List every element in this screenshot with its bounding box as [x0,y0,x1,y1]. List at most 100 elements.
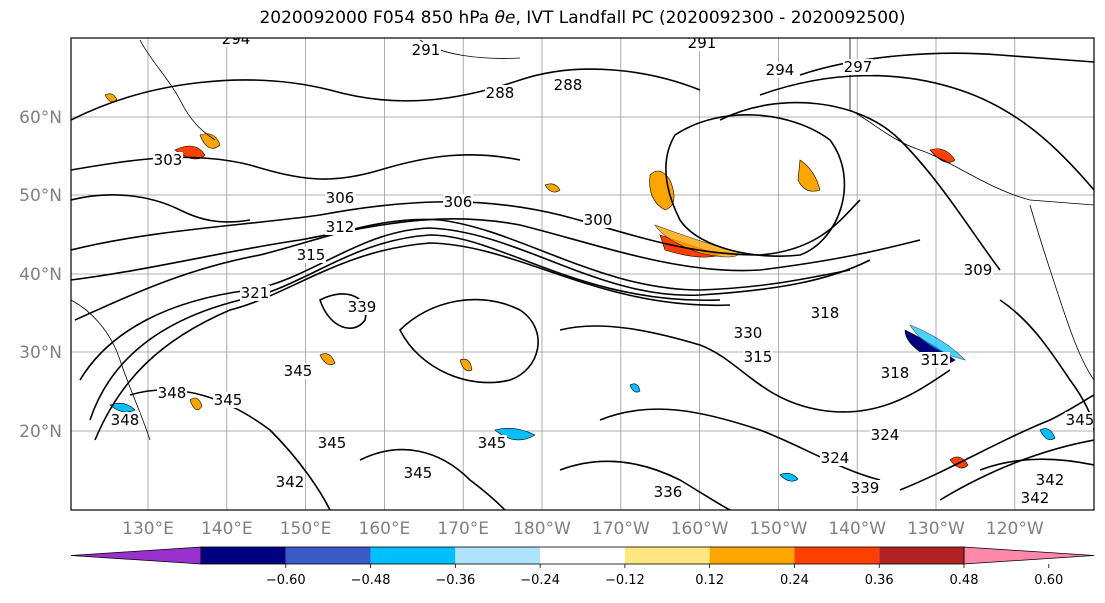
colorbar-segment [201,547,286,564]
contour-label-bg [963,262,993,278]
contour-label: 315 [297,246,326,264]
contour-label-bg [347,299,377,315]
contour-label-bg [443,194,473,210]
lat-label: 50°N [19,186,62,206]
contour-label: 324 [871,426,900,444]
colorbar-segment [794,547,880,564]
contour-label-bg [325,219,355,235]
lon-label: 160°W [671,519,729,539]
contour-label-bg [850,480,880,496]
contour-label-bg [553,77,583,93]
colorbar [70,546,1095,565]
contour-label-bg [153,152,183,168]
contour-label-bg [870,427,900,443]
contour-label-bg [1035,472,1065,488]
lat-label: 20°N [19,422,62,442]
lon-label: 170°E [437,519,489,539]
contour-label: 291 [688,34,717,52]
contour-label-bg [317,435,347,451]
contour-label: 300 [584,211,613,229]
contour-label-bg [843,59,873,75]
contour-label-bg [275,474,305,490]
contour-label-bg [411,42,441,58]
contour-label: 348 [111,411,140,429]
graticule [71,38,1094,510]
colorbar-segment [540,547,625,564]
colorbar-tick-label: 0.48 [950,573,979,588]
contour-label: 345 [478,434,507,452]
contour-label-bg [157,385,187,401]
contour-label: 297 [844,58,873,76]
colorbar-tick-label: 0.12 [695,573,724,588]
lon-label: 160°E [359,519,411,539]
contour-label-bg [653,484,683,500]
contour-label-bg [920,352,950,368]
contour-label-bg [687,38,717,51]
lon-label: 170°W [592,519,650,539]
contour-label: 306 [326,189,355,207]
theta-e-symbol: θe [494,8,516,28]
colorbar-frame [200,546,965,565]
lon-label: 130°E [122,519,174,539]
contour-label-bg [221,38,251,47]
lat-label: 40°N [19,265,62,285]
contour-label-bg [283,363,313,379]
longitude-labels: 130°E 140°E 150°E 160°E 170°E 180°W 170°W 160°W… [122,519,1044,539]
colorbar-tick-labels: −0.60 −0.48 −0.36 −0.24 −0.12 0.12 0.24 0.36 0.4… [266,564,1063,588]
contour-label: 345 [284,362,313,380]
contour-label: 342 [276,473,305,491]
contour-label: 288 [486,84,515,102]
contour-label: 348 [158,384,187,402]
colorbar-tick-label: −0.36 [435,573,475,588]
contour-label: 291 [412,41,441,59]
lon-label: 180°W [513,519,571,539]
contour-label: 288 [554,76,583,94]
colorbar-min-extension [70,546,202,565]
contour-label: 345 [404,464,433,482]
theta-e-contours [71,52,1094,510]
contour-label-bg [583,212,613,228]
contour-label-bg [743,349,773,365]
contour-label: 312 [921,351,950,369]
map-frame [70,37,1095,511]
colorbar-tick-label: −0.48 [351,573,391,588]
contour-label-bg [403,465,433,481]
contour-label-bg [296,247,326,263]
lon-label: 120°W [986,519,1044,539]
contour-label-bg [1065,412,1094,428]
colorbar-max-extension [963,546,1095,565]
contour-label-bg [733,325,763,341]
contour-label: 324 [821,449,850,467]
lat-label: 30°N [19,343,62,363]
contour-label-bg [485,85,515,101]
lon-label: 150°E [280,519,332,539]
contour-label: 345 [1066,411,1095,429]
lon-label: 130°W [907,519,965,539]
colorbar-segment [879,547,964,564]
contour-label: 321 [241,284,270,302]
contour-label: 318 [881,364,910,382]
colorbar-tick-label: −0.24 [520,573,560,588]
colorbar-tick-label: 0.60 [1034,573,1063,588]
figure-title: 2020092000 F054 850 hPa θe, IVT Landfall… [259,8,906,28]
lon-label: 140°E [201,519,253,539]
contour-label: 303 [154,151,183,169]
contour-label: 315 [744,348,773,366]
contour-label: 339 [348,298,377,316]
colorbar-segment [285,547,371,564]
colorbar-tick-label: 0.24 [780,573,809,588]
contour-label-bg [240,285,270,301]
latitude-labels: 60°N 50°N 40°N 30°N 20°N [19,108,62,442]
colorbar-segment [370,547,456,564]
contour-label: 342 [1036,471,1065,489]
contour-label-bg [820,450,850,466]
lat-label: 60°N [19,108,62,128]
contour-label: 306 [444,193,473,211]
contour-label: 339 [851,479,880,497]
contour-label-bg [810,305,840,321]
lon-label: 140°W [828,519,886,539]
colorbar-segment [455,547,541,564]
colorbar-tick-label: −0.12 [605,573,645,588]
